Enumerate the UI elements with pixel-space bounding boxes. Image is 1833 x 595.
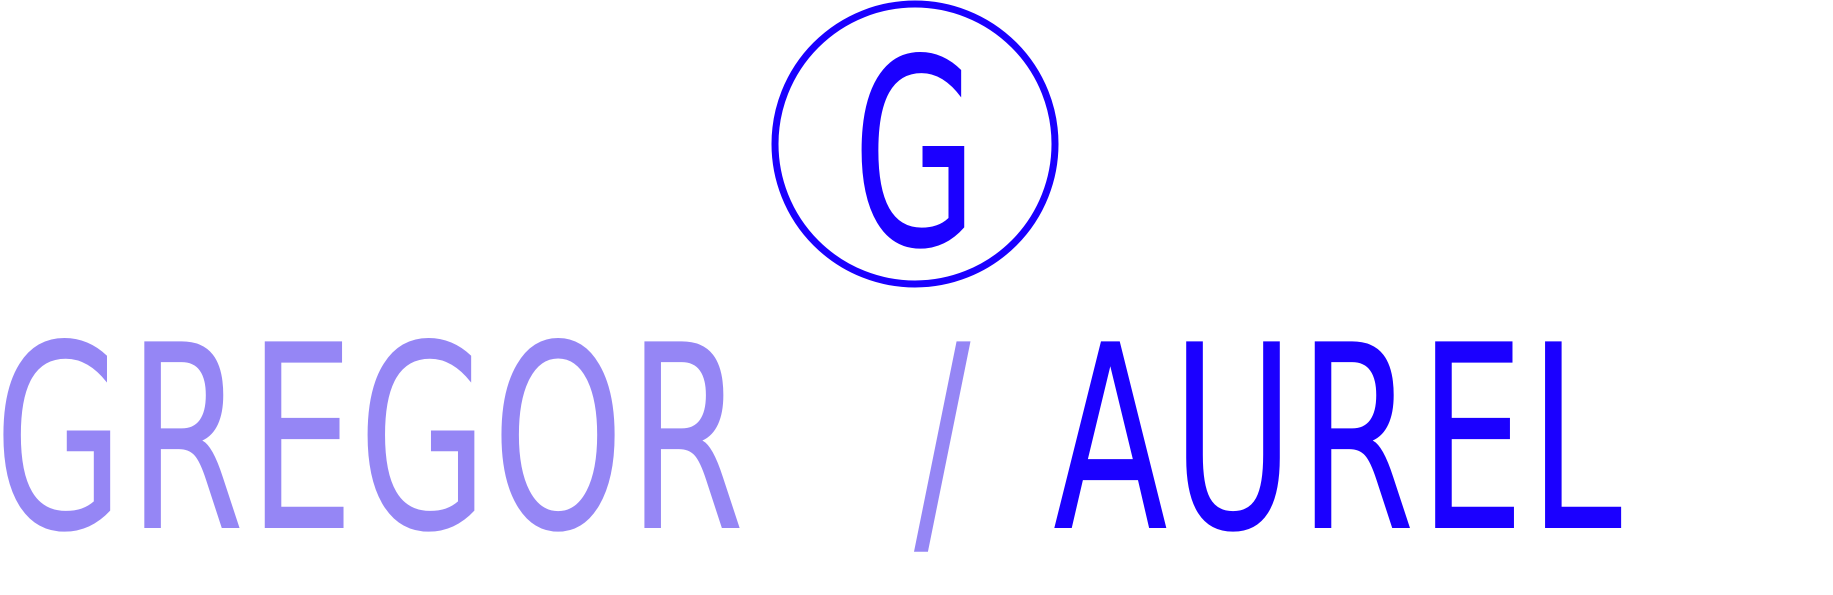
wordmark-aurel: AUREL: [1053, 291, 1626, 589]
monogram-letter: G: [853, 5, 978, 290]
monogram-ring: [771, 0, 1059, 288]
wordmark-gregor: GREGOR: [0, 291, 749, 589]
wordmark-slash: /: [914, 291, 971, 589]
monogram-emblem: G: [771, 0, 1059, 290]
